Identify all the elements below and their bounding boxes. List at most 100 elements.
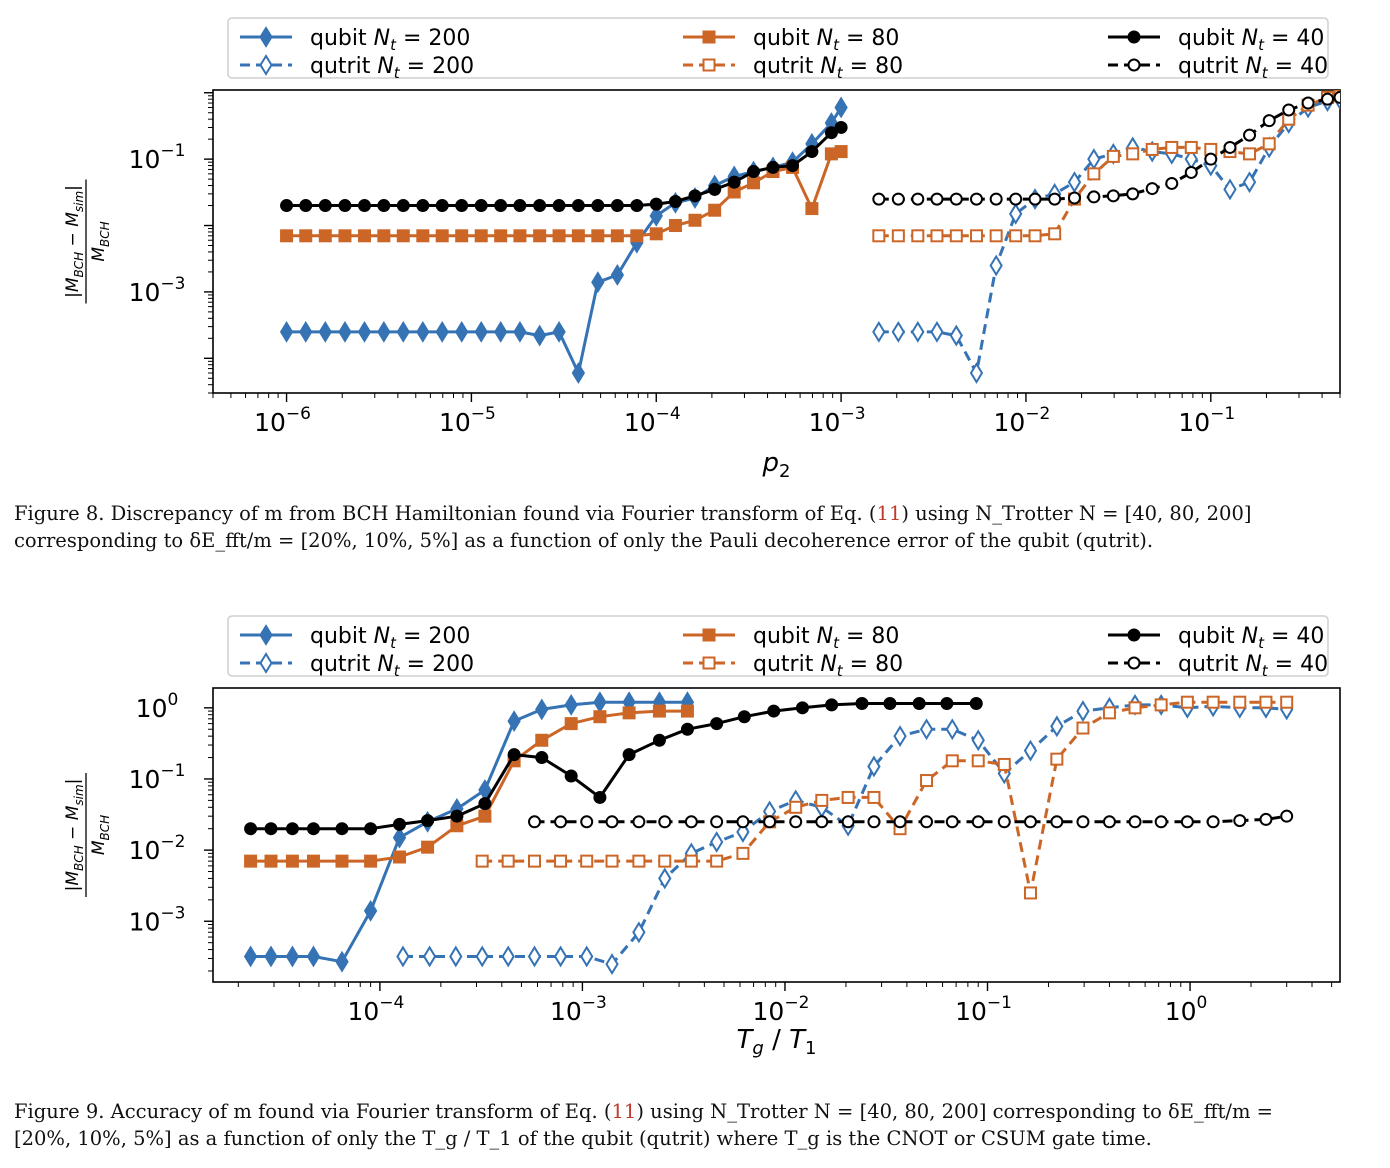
data-point	[834, 145, 848, 159]
legend-label: qubit Nt = 40	[1178, 624, 1324, 652]
data-point	[668, 219, 682, 233]
data-point	[1233, 814, 1247, 828]
x-tick-label: 10−2	[753, 993, 810, 1026]
data-point	[338, 320, 352, 343]
legend-marker	[259, 26, 273, 48]
legend-marker	[259, 624, 273, 646]
data-point	[971, 729, 985, 752]
data-point	[501, 945, 515, 968]
y-axis-label-numerator: |MBCH − Msim|	[63, 185, 86, 298]
data-point	[494, 320, 508, 343]
data-point	[815, 815, 829, 829]
data-point	[649, 227, 663, 241]
data-point	[318, 229, 332, 243]
data-point	[593, 691, 607, 714]
data-point	[658, 854, 672, 868]
data-point	[1126, 147, 1140, 161]
legend-marker	[1127, 628, 1141, 642]
data-point	[335, 822, 349, 836]
axis-ticks	[204, 707, 1333, 991]
data-point	[1280, 695, 1294, 709]
data-point	[280, 199, 294, 213]
series-2	[280, 145, 848, 243]
fig8-caption-a: Figure 8. Discrepancy of m from BCH Hami…	[14, 502, 877, 525]
data-point	[684, 815, 698, 829]
data-point	[630, 199, 644, 213]
data-point	[474, 320, 488, 343]
data-point	[1243, 128, 1257, 142]
y-axis-label-denominator: MBCH	[89, 815, 112, 855]
data-point	[824, 126, 838, 140]
data-point	[527, 945, 542, 968]
legend-marker	[259, 652, 273, 674]
data-point	[949, 229, 963, 243]
data-point	[949, 192, 963, 206]
data-point	[708, 182, 722, 196]
data-point	[855, 697, 869, 711]
x-axis-label: p2	[762, 448, 791, 482]
data-point	[1009, 192, 1023, 206]
data-point	[279, 320, 294, 343]
data-point	[605, 953, 619, 976]
data-point	[591, 229, 605, 243]
data-point	[1087, 190, 1101, 204]
data-point	[554, 815, 568, 829]
data-point	[1233, 695, 1247, 709]
data-point	[969, 229, 983, 243]
series-4	[280, 120, 848, 213]
series-line	[534, 814, 1287, 824]
y-tick-label: 100	[136, 690, 179, 723]
data-point	[680, 722, 694, 736]
fig9-eq-ref[interactable]: 11	[611, 1100, 637, 1123]
y-axis-label: |MBCH − Msim|MBCH	[63, 179, 112, 304]
data-point	[475, 945, 489, 968]
data-point	[709, 831, 724, 853]
data-point	[1223, 178, 1237, 201]
x-tick-label: 10−3	[809, 404, 866, 437]
data-point	[396, 945, 410, 968]
data-point	[930, 320, 944, 343]
x-tick-label: 100	[1165, 993, 1208, 1026]
data-point	[1087, 167, 1101, 181]
y-tick-label: 10−3	[129, 903, 186, 936]
data-point	[1050, 715, 1064, 738]
data-point	[1184, 140, 1198, 154]
legend-marker	[702, 30, 716, 44]
data-point	[872, 229, 886, 243]
data-point	[422, 945, 437, 968]
data-point	[632, 921, 646, 944]
figure-9-chart: 10−4 10−3 10−2 10−1 100 100 10−1 10−2 10−3 Tg / T…	[63, 615, 1341, 1059]
data-point	[747, 176, 761, 190]
data-point	[841, 790, 855, 804]
data-point	[1321, 92, 1335, 106]
data-point	[532, 324, 547, 347]
x-tick-label: 10−5	[439, 404, 496, 437]
y-axis-label-denominator: MBCH	[89, 221, 112, 261]
data-point	[528, 854, 542, 868]
data-point	[357, 199, 371, 213]
x-tick-label: 10−3	[550, 993, 607, 1026]
data-point	[533, 229, 547, 243]
data-point	[1301, 96, 1315, 110]
data-point	[364, 854, 378, 868]
data-point	[1262, 114, 1276, 128]
data-point	[264, 822, 278, 836]
data-point	[363, 899, 378, 922]
data-point	[891, 320, 906, 343]
data-point	[684, 854, 698, 868]
series-line	[250, 709, 688, 863]
data-point	[1102, 706, 1116, 720]
data-point	[1009, 202, 1023, 225]
data-point	[789, 800, 803, 814]
x-tick-label: 10−2	[994, 404, 1051, 437]
data-point	[786, 159, 800, 173]
y-tick-label: 10−1	[129, 141, 186, 174]
legend-label: qubit Nt = 200	[310, 26, 470, 54]
data-point	[872, 192, 886, 206]
fig8-eq-ref[interactable]: 11	[876, 502, 902, 525]
data-point	[450, 809, 464, 823]
data-point	[930, 192, 944, 206]
series-3	[872, 90, 1340, 243]
axis-ticks	[204, 92, 1341, 402]
data-point	[564, 717, 578, 731]
